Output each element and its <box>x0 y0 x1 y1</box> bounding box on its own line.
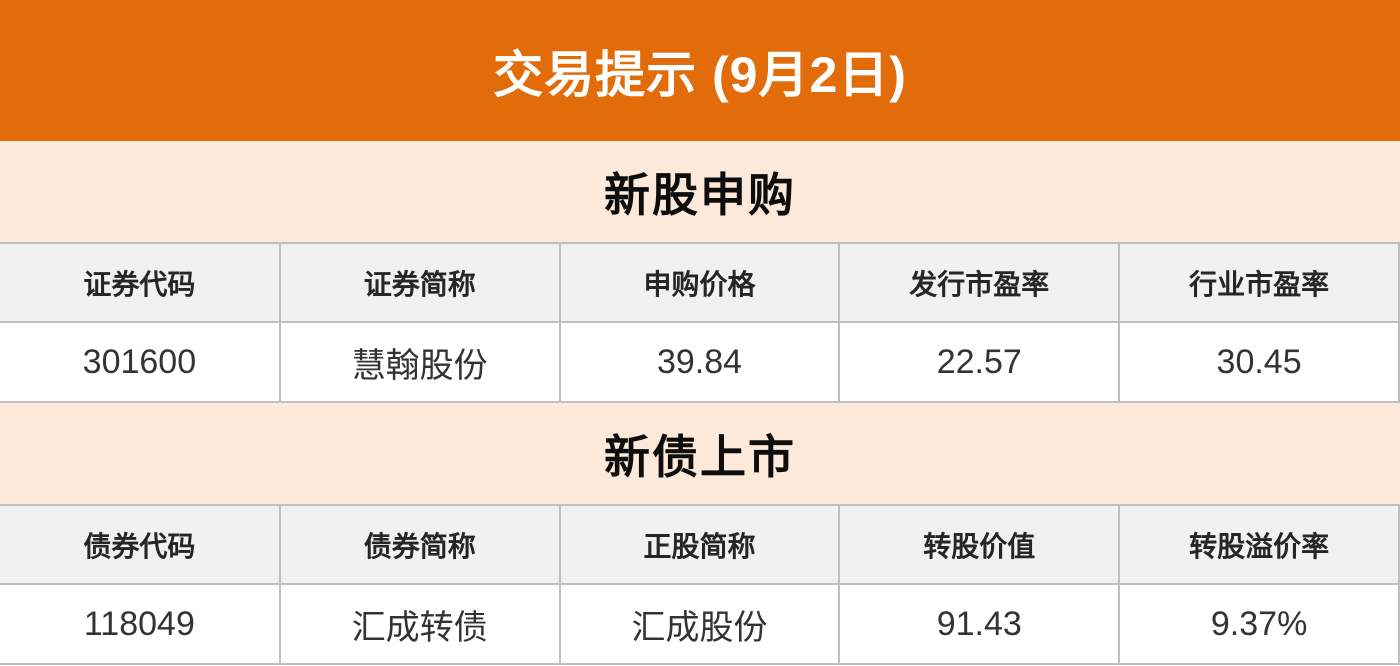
cell-conversion-value: 91.43 <box>839 584 1121 665</box>
column-header-underlying-stock-name: 正股简称 <box>559 506 841 585</box>
section-heading-new-stock: 新股申购 <box>604 168 796 221</box>
section-heading-new-bond: 新债上市 <box>604 430 796 483</box>
new-stock-table-header: 证券代码 证券简称 申购价格 发行市盈率 行业市盈率 <box>0 244 1400 323</box>
table-header-row: 证券代码 证券简称 申购价格 发行市盈率 行业市盈率 <box>0 244 1400 323</box>
title-banner: 交易提示 (9月2日) <box>0 0 1400 141</box>
column-header-conversion-value: 转股价值 <box>839 506 1121 585</box>
column-header-security-name: 证券简称 <box>279 244 561 323</box>
cell-issue-pe-ratio: 22.57 <box>839 322 1121 403</box>
cell-subscription-price: 39.84 <box>559 322 841 403</box>
column-header-subscription-price: 申购价格 <box>559 244 841 323</box>
section-band-new-stock: 新股申购 <box>0 141 1400 244</box>
column-header-security-code: 证券代码 <box>0 244 281 323</box>
new-bond-table-header: 债券代码 债券简称 正股简称 转股价值 转股溢价率 <box>0 506 1400 585</box>
section-band-new-bond: 新债上市 <box>0 403 1400 506</box>
column-header-issue-pe-ratio: 发行市盈率 <box>839 244 1121 323</box>
column-header-bond-name: 债券简称 <box>279 506 561 585</box>
table-row: 118049 汇成转债 汇成股份 91.43 9.37% <box>0 584 1400 665</box>
new-stock-table: 证券代码 证券简称 申购价格 发行市盈率 行业市盈率 301600 慧翰股份 3… <box>0 244 1400 403</box>
column-header-industry-pe-ratio: 行业市盈率 <box>1119 244 1400 323</box>
cell-underlying-stock-name: 汇成股份 <box>559 584 841 665</box>
table-row: 301600 慧翰股份 39.84 22.57 30.45 <box>0 322 1400 403</box>
cell-security-name: 慧翰股份 <box>279 322 561 403</box>
table-header-row: 债券代码 债券简称 正股简称 转股价值 转股溢价率 <box>0 506 1400 585</box>
cell-security-code: 301600 <box>0 322 281 403</box>
column-header-bond-code: 债券代码 <box>0 506 281 585</box>
cell-bond-code: 118049 <box>0 584 281 665</box>
column-header-conversion-premium-rate: 转股溢价率 <box>1119 506 1400 585</box>
cell-conversion-premium-rate: 9.37% <box>1119 584 1400 665</box>
cell-bond-name: 汇成转债 <box>279 584 561 665</box>
new-bond-table: 债券代码 债券简称 正股简称 转股价值 转股溢价率 118049 汇成转债 汇成… <box>0 506 1400 665</box>
cell-industry-pe-ratio: 30.45 <box>1119 322 1400 403</box>
page-title: 交易提示 (9月2日) <box>493 46 907 103</box>
